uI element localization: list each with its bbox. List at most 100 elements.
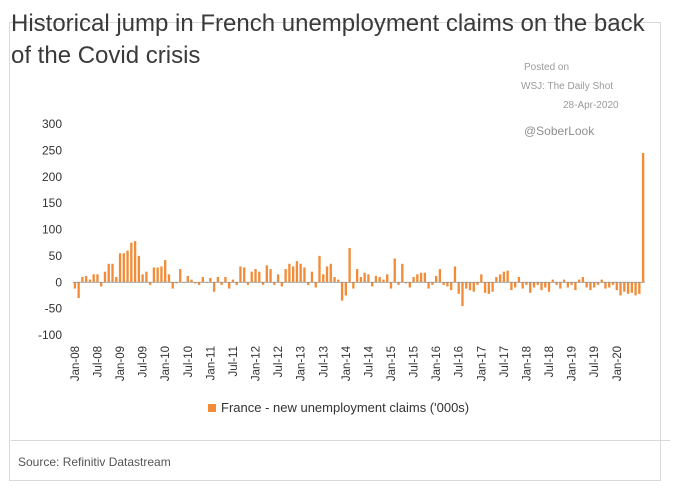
bar — [209, 278, 212, 283]
y-tick-label: 300 — [42, 117, 62, 131]
footer-divider — [11, 440, 670, 441]
bar — [559, 282, 562, 289]
source-note: Source: Refinitiv Datastream — [18, 455, 171, 469]
bar — [314, 282, 317, 288]
y-tick-label: 150 — [42, 196, 62, 210]
legend-label: France - new unemployment claims ('000s) — [221, 400, 470, 415]
bar — [363, 272, 366, 283]
bar — [581, 276, 585, 283]
bar — [374, 275, 378, 283]
bar — [291, 266, 295, 283]
bar — [171, 282, 174, 289]
bar — [434, 275, 438, 283]
bar — [107, 263, 110, 283]
x-tick-label: Jan-10 — [160, 346, 172, 381]
bar — [604, 282, 607, 289]
publisher-label: WSJ: The Daily Shot — [521, 81, 614, 92]
bar — [228, 282, 231, 289]
x-tick-label: Jan-12 — [251, 346, 263, 381]
bar — [303, 267, 306, 283]
bar — [295, 261, 299, 283]
bar — [246, 282, 250, 285]
bar — [589, 282, 592, 291]
bar — [419, 272, 423, 283]
bar-series — [73, 153, 645, 306]
bar — [250, 271, 253, 283]
bar — [175, 282, 178, 284]
bar — [197, 282, 201, 285]
chart-legend: France - new unemployment claims ('000s) — [208, 400, 469, 415]
bar — [416, 274, 419, 283]
bar — [570, 282, 573, 285]
bar — [431, 282, 434, 285]
bar — [457, 282, 460, 294]
bar — [638, 282, 641, 294]
bar — [212, 282, 216, 292]
bar — [254, 269, 257, 283]
bar — [562, 279, 566, 283]
bar — [261, 282, 265, 285]
bar — [577, 279, 581, 283]
x-tick-label: Jul-15 — [409, 346, 421, 377]
bar — [378, 276, 381, 283]
bar — [235, 282, 238, 285]
bar — [641, 153, 645, 283]
bar — [555, 282, 558, 285]
bar — [465, 282, 468, 289]
bar — [243, 267, 246, 283]
x-tick-label: Jul-09 — [138, 346, 150, 377]
bar — [600, 279, 603, 283]
bar — [179, 269, 182, 283]
bar — [280, 282, 284, 287]
bar — [269, 269, 272, 283]
bar — [239, 266, 242, 283]
bar — [348, 247, 351, 283]
bar — [442, 282, 445, 285]
bar — [498, 274, 502, 283]
bar — [382, 279, 385, 283]
bar — [626, 282, 630, 294]
bar — [393, 258, 396, 283]
bar — [355, 269, 359, 283]
x-tick-label: Jan-17 — [476, 346, 488, 381]
x-tick-label: Jul-18 — [544, 346, 556, 377]
bar — [525, 282, 528, 285]
bar — [216, 276, 220, 283]
bar — [224, 276, 227, 283]
bar — [551, 279, 554, 283]
bar — [483, 282, 487, 293]
x-tick-label: Jan-16 — [431, 346, 443, 381]
bar — [220, 282, 223, 285]
x-tick-label: Jul-14 — [363, 345, 375, 377]
y-tick-label: 200 — [42, 170, 62, 184]
bar — [160, 266, 163, 283]
bar — [299, 263, 302, 283]
x-tick-label: Jul-13 — [318, 346, 330, 377]
posted-on-label: Posted on — [524, 62, 570, 73]
bar — [186, 275, 189, 283]
bar — [288, 263, 291, 283]
bar — [529, 282, 532, 293]
bar — [164, 260, 167, 283]
bar — [502, 271, 506, 283]
bar — [506, 270, 509, 283]
bar — [77, 282, 80, 299]
x-tick-label: Jan-08 — [70, 346, 82, 381]
bar — [517, 276, 521, 283]
bar — [231, 279, 235, 283]
bar — [574, 282, 577, 291]
x-tick-label: Jul-12 — [273, 346, 285, 377]
bar — [148, 282, 152, 285]
bar — [130, 242, 133, 283]
bar — [536, 282, 539, 285]
bar — [126, 250, 129, 283]
bar — [152, 267, 156, 283]
bar — [118, 253, 122, 283]
x-axis: Jan-08 Jul-08 Jan-09 Jul-09 Jan-10 Jul-10 Jan-… — [70, 281, 645, 381]
bar — [258, 271, 261, 283]
bar — [585, 282, 588, 288]
bar — [619, 282, 622, 296]
bar — [453, 266, 457, 283]
bar — [310, 271, 314, 283]
bar — [438, 269, 442, 283]
